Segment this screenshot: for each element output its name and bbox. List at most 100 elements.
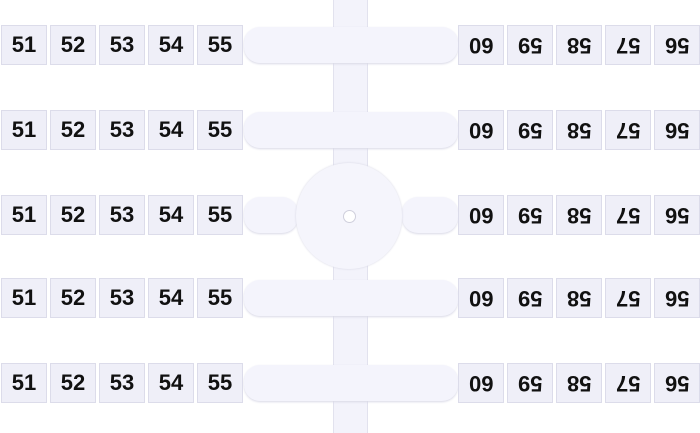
marker-tile: 57 bbox=[605, 363, 651, 403]
marker-tile: 53 bbox=[99, 363, 145, 403]
marker-tile: 53 bbox=[99, 25, 145, 65]
marker-number: 59 bbox=[517, 286, 543, 311]
marker-tile: 57 bbox=[605, 110, 651, 150]
marker-strip-right: 60 59 58 57 56 bbox=[458, 278, 700, 318]
marker-number: 54 bbox=[158, 370, 184, 395]
marker-number: 58 bbox=[566, 203, 592, 228]
marker-strip-right: 60 59 58 57 56 bbox=[458, 363, 700, 403]
marker-strip-left: 51 52 53 54 55 bbox=[1, 195, 246, 235]
marker-tile: 59 bbox=[507, 363, 553, 403]
marker-number: 53 bbox=[109, 285, 135, 310]
marker-number: 55 bbox=[207, 285, 233, 310]
marker-tile: 60 bbox=[458, 195, 504, 235]
marker-tile: 56 bbox=[654, 363, 700, 403]
marker-number: 59 bbox=[517, 118, 543, 143]
marker-tile: 60 bbox=[458, 363, 504, 403]
marker-tile: 59 bbox=[507, 278, 553, 318]
carrier-bar bbox=[244, 197, 298, 233]
marker-number: 53 bbox=[109, 370, 135, 395]
marker-tile: 57 bbox=[605, 278, 651, 318]
marker-number: 56 bbox=[664, 203, 690, 228]
marker-strip-right: 60 59 58 57 56 bbox=[458, 110, 700, 150]
marker-strip-right: 60 59 58 57 56 bbox=[458, 25, 700, 65]
carrier-bar bbox=[402, 197, 458, 233]
marker-number: 57 bbox=[615, 286, 641, 311]
marker-tile: 54 bbox=[148, 278, 194, 318]
marker-number: 52 bbox=[60, 285, 86, 310]
marker-tile: 57 bbox=[605, 195, 651, 235]
marker-strip-left: 51 52 53 54 55 bbox=[1, 110, 246, 150]
marker-number: 53 bbox=[109, 202, 135, 227]
marker-tile: 52 bbox=[50, 363, 96, 403]
marker-tile: 56 bbox=[654, 25, 700, 65]
marker-number: 57 bbox=[615, 33, 641, 58]
marker-number: 54 bbox=[158, 117, 184, 142]
hub-hole bbox=[343, 210, 356, 223]
marker-number: 51 bbox=[11, 32, 37, 57]
marker-tile: 54 bbox=[148, 195, 194, 235]
marker-number: 59 bbox=[517, 33, 543, 58]
marker-strip-left: 51 52 53 54 55 bbox=[1, 363, 246, 403]
marker-tile: 52 bbox=[50, 278, 96, 318]
marker-tile: 52 bbox=[50, 25, 96, 65]
marker-tile: 54 bbox=[148, 110, 194, 150]
marker-tile: 59 bbox=[507, 25, 553, 65]
marker-number: 51 bbox=[11, 117, 37, 142]
marker-number: 60 bbox=[468, 33, 494, 58]
marker-tile: 54 bbox=[148, 363, 194, 403]
marker-tile: 58 bbox=[556, 25, 602, 65]
marker-number: 59 bbox=[517, 371, 543, 396]
marker-number: 57 bbox=[615, 371, 641, 396]
marker-number: 55 bbox=[207, 202, 233, 227]
marker-number: 54 bbox=[158, 285, 184, 310]
marker-tile: 55 bbox=[197, 363, 243, 403]
marker-number: 52 bbox=[60, 370, 86, 395]
marker-number: 55 bbox=[207, 117, 233, 142]
marker-number: 54 bbox=[158, 202, 184, 227]
marker-number: 59 bbox=[517, 203, 543, 228]
marker-tile: 55 bbox=[197, 278, 243, 318]
marker-number: 60 bbox=[468, 286, 494, 311]
marker-tile: 55 bbox=[197, 25, 243, 65]
marker-number: 56 bbox=[664, 371, 690, 396]
marker-tile: 60 bbox=[458, 110, 504, 150]
marker-tile: 56 bbox=[654, 110, 700, 150]
marker-strip-right: 60 59 58 57 56 bbox=[458, 195, 700, 235]
marker-tile: 56 bbox=[654, 195, 700, 235]
marker-tile: 57 bbox=[605, 25, 651, 65]
marker-strip-left: 51 52 53 54 55 bbox=[1, 278, 246, 318]
marker-tile: 52 bbox=[50, 195, 96, 235]
marker-number: 51 bbox=[11, 202, 37, 227]
marker-tile: 58 bbox=[556, 195, 602, 235]
marker-tile: 56 bbox=[654, 278, 700, 318]
marker-tile: 60 bbox=[458, 25, 504, 65]
marker-tile: 53 bbox=[99, 195, 145, 235]
marker-tile: 55 bbox=[197, 195, 243, 235]
marker-number: 51 bbox=[11, 285, 37, 310]
carrier-bar bbox=[244, 365, 458, 401]
marker-number: 55 bbox=[207, 32, 233, 57]
marker-number: 57 bbox=[615, 203, 641, 228]
marker-number: 58 bbox=[566, 118, 592, 143]
marker-number: 53 bbox=[109, 117, 135, 142]
marker-number: 60 bbox=[468, 203, 494, 228]
marker-tile: 54 bbox=[148, 25, 194, 65]
marker-number: 55 bbox=[207, 370, 233, 395]
marker-number: 53 bbox=[109, 32, 135, 57]
marker-number: 60 bbox=[468, 118, 494, 143]
marker-tile: 52 bbox=[50, 110, 96, 150]
marker-tile: 55 bbox=[197, 110, 243, 150]
carrier-bar bbox=[244, 280, 458, 316]
marker-tile: 58 bbox=[556, 110, 602, 150]
marker-number: 57 bbox=[615, 118, 641, 143]
marker-number: 52 bbox=[60, 117, 86, 142]
marker-number: 58 bbox=[566, 371, 592, 396]
marker-tile: 51 bbox=[1, 110, 47, 150]
carrier-bar bbox=[244, 27, 458, 63]
marker-tile: 60 bbox=[458, 278, 504, 318]
marker-number: 52 bbox=[60, 32, 86, 57]
marker-tile: 51 bbox=[1, 195, 47, 235]
marker-tile: 58 bbox=[556, 278, 602, 318]
marker-tile: 59 bbox=[507, 195, 553, 235]
